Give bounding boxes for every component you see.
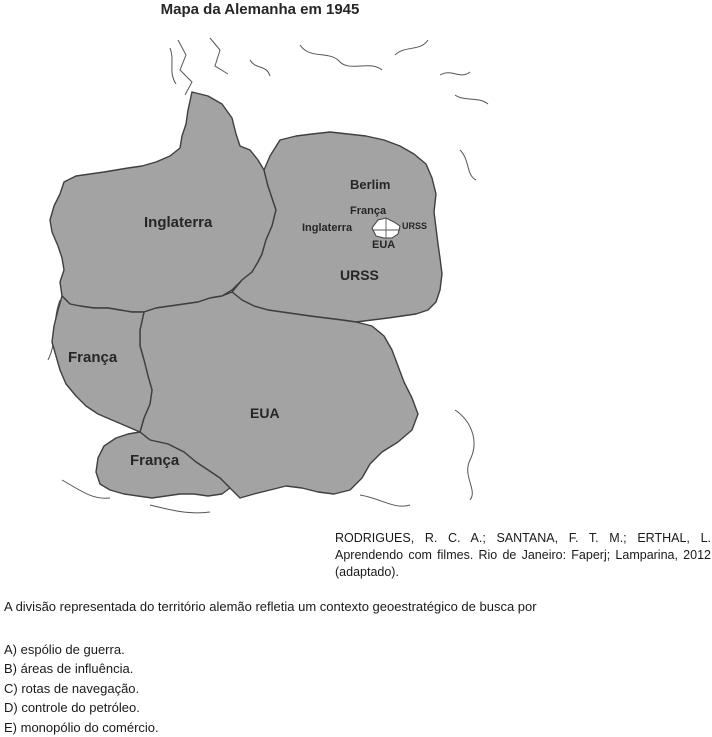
option-c[interactable]: C) rotas de navegação. (4, 680, 140, 696)
option-d[interactable]: D) controle do petróleo. (4, 700, 140, 716)
option-e[interactable]: E) monopólio do comércio. (4, 719, 159, 735)
label-zone-soviet: URSS (340, 267, 379, 283)
label-zone-french-south: França (130, 452, 180, 469)
option-b[interactable]: B) áreas de influência. (4, 661, 134, 677)
zone-french-south (95, 431, 231, 499)
citation: RODRIGUES, R. C. A.; SANTANA, F. T. M.; … (335, 531, 711, 579)
question-text: A divisão representada do território ale… (4, 599, 537, 614)
answer-options: A) espólio de guerra. B) áreas de influê… (4, 640, 159, 737)
label-berlin-ussr: URSS (402, 221, 427, 231)
berlin-sector-divider (372, 218, 400, 238)
label-berlin-britain: Inglaterra (302, 222, 353, 234)
label-berlin-france: França (350, 205, 387, 217)
option-a[interactable]: A) espólio de guerra. (4, 642, 125, 657)
label-zone-british: Inglaterra (144, 214, 213, 231)
germany-1945-map: Berlim França Inglaterra URSS EUA Inglat… (47, 37, 489, 514)
zone-british (49, 91, 277, 313)
map-title: Mapa da Alemanha em 1945 (160, 1, 360, 18)
zone-soviet (231, 131, 443, 323)
label-berlin: Berlim (350, 177, 390, 192)
label-berlin-usa: EUA (372, 239, 395, 251)
zone-french-north (51, 295, 153, 433)
label-zone-american: EUA (250, 405, 280, 421)
neighbor-outlines (47, 37, 489, 514)
label-zone-french-north: França (68, 349, 118, 366)
